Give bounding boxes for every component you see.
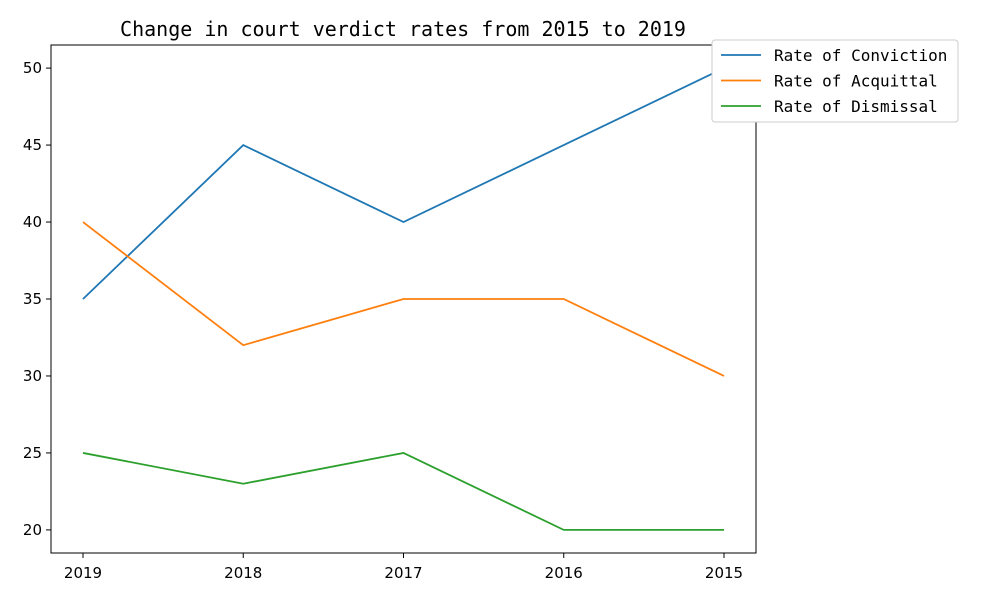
x-tick-label: 2015: [705, 564, 743, 582]
legend-label-rate-of-dismissal: Rate of Dismissal: [774, 97, 938, 116]
series-line-rate-of-acquittal: [82, 221, 725, 377]
y-tick-label: 35: [23, 290, 42, 308]
x-tick-label: 2018: [224, 564, 262, 582]
legend-label-rate-of-acquittal: Rate of Acquittal: [774, 72, 938, 91]
legend: Rate of Conviction Rate of Acquittal Rate …: [711, 39, 959, 123]
series-line-rate-of-conviction: [82, 67, 725, 300]
x-tick-label: 2017: [384, 564, 422, 582]
x-tick-label: 2016: [545, 564, 583, 582]
legend-label-rate-of-conviction: Rate of Conviction: [774, 46, 947, 65]
y-tick-label: 40: [23, 213, 42, 231]
series-lines: [82, 67, 725, 531]
y-axis: 20 25 30 35 40 45 50: [23, 59, 51, 539]
chart-title: Change in court verdict rates from 2015 …: [120, 17, 686, 41]
series-line-rate-of-dismissal: [82, 451, 724, 531]
y-tick-label: 50: [23, 59, 42, 77]
y-tick-label: 25: [23, 444, 42, 462]
y-tick-label: 20: [23, 521, 42, 539]
x-axis: 2019 2018 2017 2016 2015: [64, 553, 743, 582]
legend-box: [711, 39, 959, 123]
x-tick-label: 2019: [64, 564, 102, 582]
y-tick-label: 30: [23, 367, 42, 385]
y-tick-label: 45: [23, 136, 42, 154]
